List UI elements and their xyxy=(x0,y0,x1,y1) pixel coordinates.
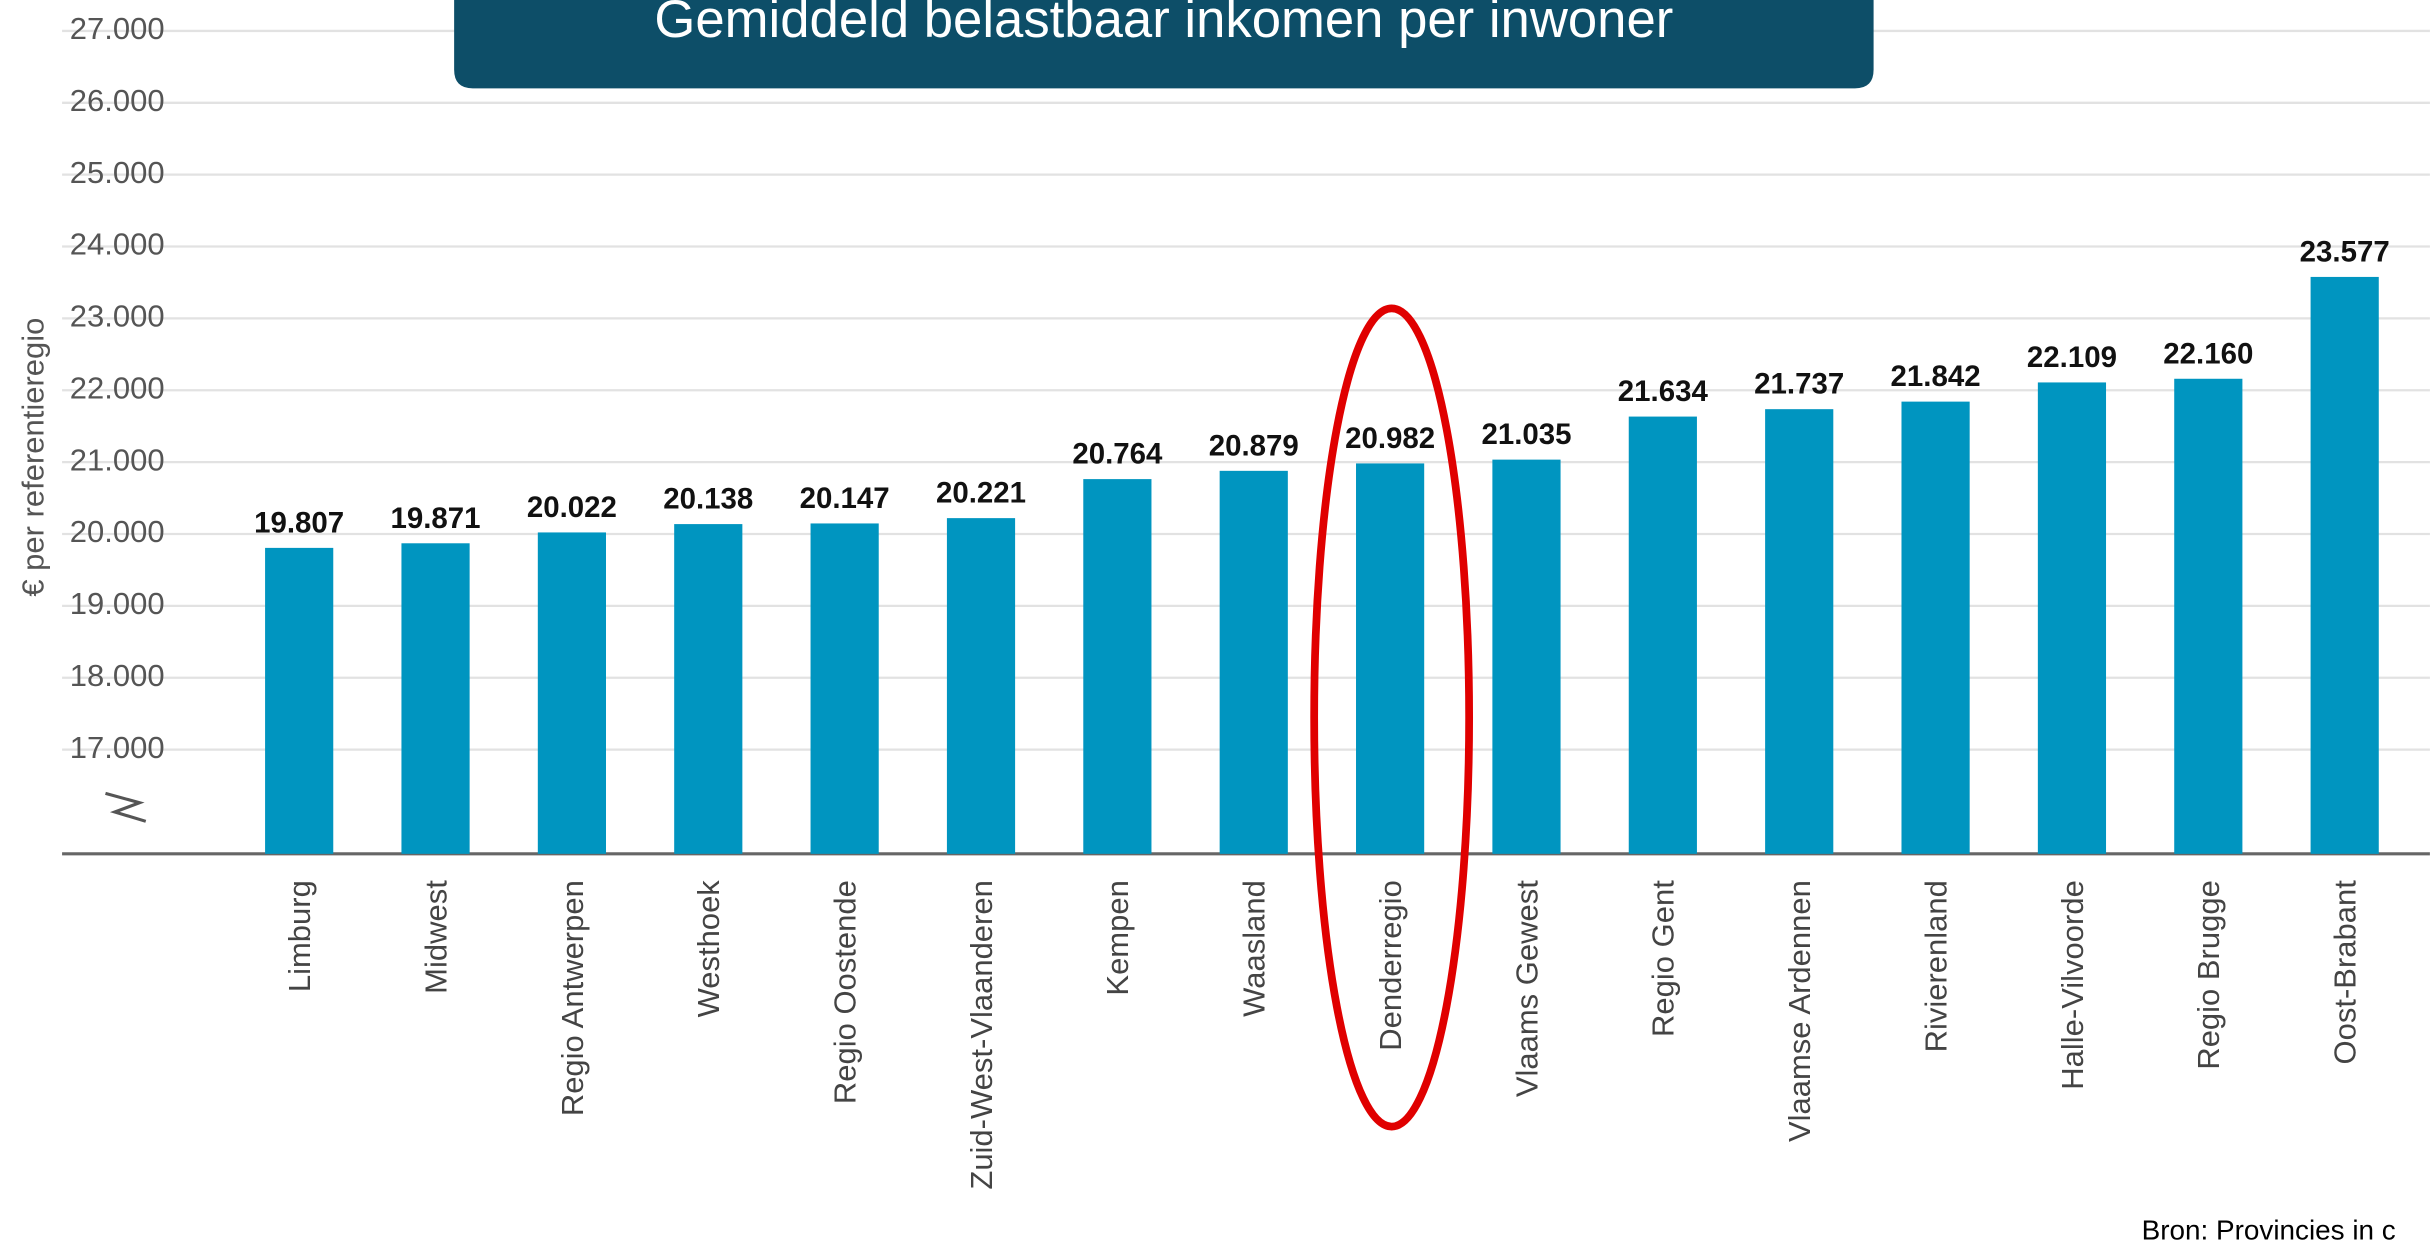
value-label: 22.160 xyxy=(2163,337,2253,370)
bar xyxy=(537,532,606,854)
y-tick-label: 17.000 xyxy=(70,730,165,765)
value-label: 20.221 xyxy=(936,477,1026,510)
bar xyxy=(401,543,470,854)
bar xyxy=(2174,378,2243,854)
y-tick-label: 18.000 xyxy=(70,658,165,693)
x-tick-label: Westhoek xyxy=(691,880,726,1018)
x-tick-label: Regio Antwerpen xyxy=(555,880,590,1116)
y-tick-label: 19.000 xyxy=(70,586,165,621)
value-label: 20.879 xyxy=(1209,429,1299,462)
x-tick-label: Zuid-West-Vlaanderen xyxy=(964,880,999,1189)
y-tick-label: 23.000 xyxy=(70,299,165,334)
bar xyxy=(2310,276,2379,854)
bar xyxy=(1901,401,1970,854)
x-tick-label: Halle-Vilvoorde xyxy=(2055,880,2090,1090)
x-tick-label: Vlaams Gewest xyxy=(1509,880,1544,1097)
y-tick-label: 25.000 xyxy=(70,155,165,190)
x-tick-label: Regio Gent xyxy=(1646,880,1681,1037)
x-tick-label: Rivierenland xyxy=(1918,880,1953,1052)
bar xyxy=(1219,470,1288,854)
y-tick-label: 24.000 xyxy=(70,227,165,262)
y-tick-label: 27.000 xyxy=(70,11,165,46)
x-tick-label: Denderregio xyxy=(1373,880,1408,1051)
x-tick-label: Limburg xyxy=(282,880,317,992)
title-box xyxy=(454,0,1874,89)
value-label: 20.982 xyxy=(1345,422,1435,455)
bar xyxy=(674,524,743,854)
x-tick-label: Waasland xyxy=(1237,880,1272,1017)
x-tick-label: Oost-Brabant xyxy=(2328,880,2363,1065)
bar xyxy=(810,523,879,854)
bar xyxy=(1492,459,1561,854)
bar xyxy=(1628,416,1697,854)
value-label: 19.807 xyxy=(254,506,344,539)
chart-title: Gemiddeld belastbaar inkomen per inwoner xyxy=(654,0,1673,49)
value-label: 20.147 xyxy=(800,482,890,515)
value-label: 20.022 xyxy=(527,491,617,524)
value-label: 21.737 xyxy=(1754,368,1844,401)
y-tick-label: 22.000 xyxy=(70,370,165,405)
source-note: Bron: Provincies in c xyxy=(2142,1215,2396,1246)
value-label: 19.871 xyxy=(391,502,481,535)
value-label: 21.842 xyxy=(1891,360,1981,393)
x-tick-label: Midwest xyxy=(418,880,453,994)
bar xyxy=(946,518,1016,854)
value-label: 20.764 xyxy=(1072,438,1163,471)
y-tick-label: 26.000 xyxy=(70,83,165,118)
axis-break xyxy=(105,791,147,823)
bar xyxy=(265,547,334,854)
y-tick-label: 20.000 xyxy=(70,514,165,549)
x-tick-label: Kempen xyxy=(1100,880,1135,995)
x-tick-label: Vlaamse Ardennen xyxy=(1782,880,1817,1142)
x-tick-label: Regio Oostende xyxy=(827,880,862,1104)
bar xyxy=(1083,479,1152,854)
value-label: 20.138 xyxy=(663,483,753,516)
bar xyxy=(2037,382,2107,854)
bar xyxy=(1765,409,1834,854)
bar xyxy=(1356,463,1425,854)
y-tick-label: 21.000 xyxy=(70,442,165,477)
x-tick-label: Regio Brugge xyxy=(2191,880,2226,1069)
y-axis-title: € per referentieregio xyxy=(15,318,50,597)
highlight-ellipse xyxy=(1310,304,1474,1131)
value-label: 22.109 xyxy=(2027,341,2117,374)
value-label: 21.035 xyxy=(1481,418,1571,451)
value-label: 23.577 xyxy=(2300,235,2390,268)
value-label: 21.634 xyxy=(1618,375,1709,408)
